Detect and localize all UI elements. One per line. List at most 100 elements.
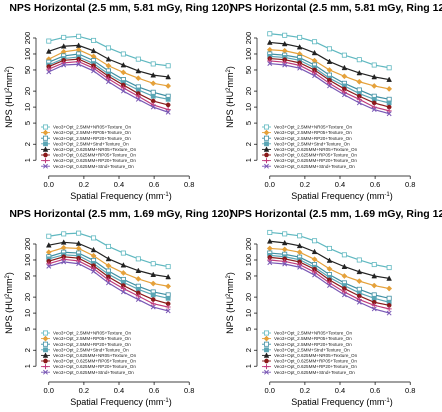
data-point <box>267 58 273 64</box>
legend-marker <box>42 146 49 152</box>
legend-item: Veo3+Opt_0.625MM+RP05+Texture_On <box>41 359 136 364</box>
series-1 <box>46 33 171 69</box>
data-point <box>297 65 303 71</box>
data-point <box>386 65 392 71</box>
data-point <box>91 65 97 71</box>
data-point <box>371 73 378 80</box>
data-point <box>165 96 171 102</box>
legend-marker <box>264 358 269 364</box>
data-point <box>91 235 97 241</box>
series-8 <box>267 61 392 117</box>
x-axis-label: Spatial Frequency (mm-1) <box>70 397 171 407</box>
legend-item: Veo3+Opt_2.5MM+NR05+Texture_On <box>262 124 352 130</box>
data-point <box>386 295 392 301</box>
data-point <box>296 249 303 256</box>
y-tick-label: 200 <box>23 238 32 251</box>
data-point <box>165 264 171 270</box>
data-point <box>135 275 142 282</box>
data-point <box>311 256 318 263</box>
legend-marker <box>43 124 49 130</box>
data-point <box>76 261 82 267</box>
legend-label: Veo3+Opt_0.625MM+NR05+Texture_On <box>274 147 358 152</box>
data-point <box>282 62 288 68</box>
data-point <box>135 297 141 302</box>
data-point <box>150 280 157 287</box>
x-tick-label: 0.6 <box>149 386 159 395</box>
data-point <box>297 34 303 40</box>
data-point <box>356 297 362 303</box>
data-point <box>76 230 82 236</box>
data-point <box>341 73 348 80</box>
legend-item: Veo3+Opt_2.5MM+RP20+Texture_On <box>41 341 131 347</box>
legend-label: Veo3+Opt_2.5MM+RP20+Texture_On <box>53 136 131 141</box>
y-tick-label: 100 <box>23 254 32 267</box>
legend-item: Veo3+Opt_2.5MM+RP05+Texture_On <box>41 335 131 342</box>
legend-item: Veo3+Opt_2.5MM+Stnd+Texture_On <box>262 347 350 352</box>
series-5 <box>45 239 171 280</box>
x-tick-label: 0.8 <box>405 386 415 395</box>
legend-label: Veo3+Opt_2.5MM+RP05+Texture_On <box>274 336 352 341</box>
data-point <box>266 238 273 244</box>
y-tick-label: 200 <box>23 32 32 45</box>
legend-item: Veo3+Opt_0.625MM+RP20+Texture_On <box>262 158 357 163</box>
data-point <box>135 293 141 299</box>
data-point <box>135 267 142 273</box>
data-point <box>266 39 273 45</box>
y-axis-label: NPS (HU2mm2) <box>225 66 235 128</box>
data-point <box>120 269 127 276</box>
legend-item: Veo3+Opt_2.5MM+Stnd+Texture_On <box>262 141 350 146</box>
legend-label: Veo3+Opt_0.625MM+NR05+Texture_On <box>274 353 358 358</box>
data-point <box>282 258 288 264</box>
data-point <box>312 70 318 76</box>
x-tick-label: 0.0 <box>44 386 54 395</box>
series-8 <box>46 259 171 314</box>
x-tick-label: 0.6 <box>370 386 380 395</box>
data-point <box>356 100 362 106</box>
legend-item: Veo3+Opt_0.625MM+Stnd+Texture_On <box>262 163 355 169</box>
y-tick-label: 5 <box>23 327 32 331</box>
data-point <box>386 310 392 316</box>
legend-marker <box>263 129 270 136</box>
data-point <box>356 69 363 76</box>
data-point <box>150 301 156 307</box>
legend-marker <box>264 152 269 158</box>
series-5 <box>266 238 392 281</box>
data-point <box>327 283 332 289</box>
data-point <box>326 46 332 52</box>
legend-marker <box>42 129 49 136</box>
y-tick-label: 20 <box>23 293 32 301</box>
data-point <box>311 49 318 56</box>
data-point <box>281 47 288 54</box>
data-point <box>61 256 67 262</box>
data-point <box>371 83 378 89</box>
legend-item: Veo3+Opt_2.5MM+RP20+Texture_On <box>262 341 352 347</box>
data-point <box>120 88 126 94</box>
x-tick-label: 0.6 <box>370 180 380 189</box>
data-point <box>150 261 156 267</box>
data-point <box>150 89 156 95</box>
y-tick-label: 200 <box>244 32 253 45</box>
data-point <box>105 45 111 51</box>
legend-marker <box>264 364 269 370</box>
y-tick-label: 50 <box>23 272 32 280</box>
data-point <box>46 263 52 269</box>
data-point <box>312 39 318 45</box>
data-point <box>386 85 393 92</box>
data-point <box>45 249 52 256</box>
chart-panel-1: NPS Horizontal (2.5 mm, 5.81 mGy, Ring 1… <box>4 2 233 201</box>
y-tick-label: 20 <box>244 87 253 95</box>
data-point <box>341 289 347 295</box>
data-point <box>105 277 111 283</box>
legend-item: Veo3+Opt_2.5MM+RP05+Texture_On <box>262 129 352 136</box>
data-point <box>267 257 273 263</box>
data-point <box>91 266 97 272</box>
y-axis-label: NPS (HU2mm2) <box>225 272 235 334</box>
data-point <box>326 245 332 251</box>
data-point <box>165 83 172 89</box>
legend-marker <box>43 135 49 141</box>
legend-item: Veo3+Opt_2.5MM+NR05+Texture_On <box>262 330 352 336</box>
data-point <box>120 286 126 292</box>
legend-item: Veo3+Opt_0.625MM+Stnd+Texture_On <box>41 369 134 375</box>
y-tick-label: 2 <box>244 348 253 352</box>
